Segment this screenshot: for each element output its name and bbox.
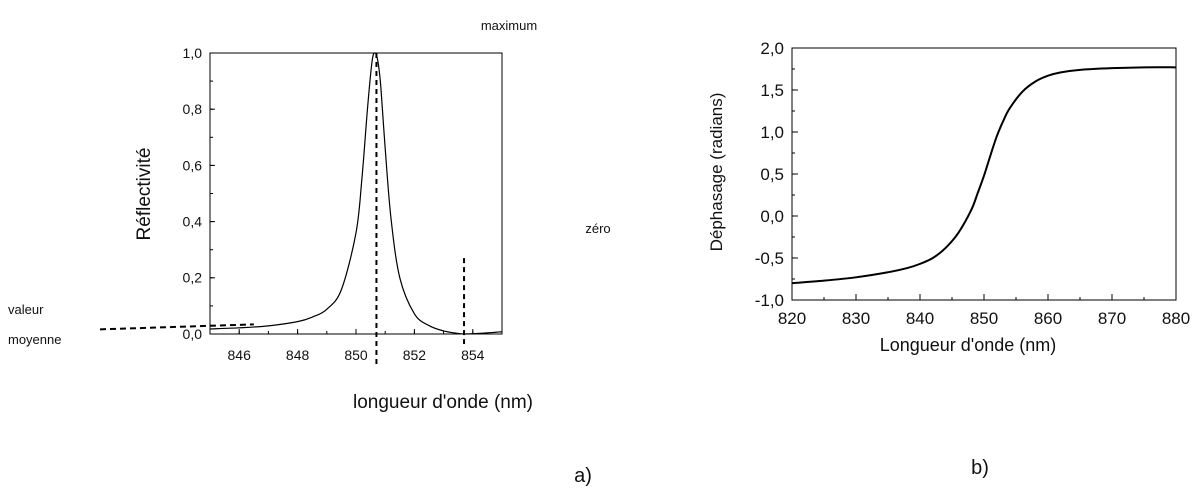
chart-b-y-tick-label: 2,0 — [760, 39, 784, 58]
chart-a-xlabel: longueur d'onde (nm) — [353, 392, 533, 413]
chart-a-reflectivity-line — [209, 52, 503, 335]
chart-a-x-tick-label: 854 — [461, 347, 485, 363]
chart-b-y-tick-label: 1,5 — [760, 81, 784, 100]
chart-a-ticks: 846 848 850 852 854 0,0 0,2 0,4 0,6 0,8 1,0 — [183, 45, 503, 363]
chart-a-annotation-marks — [99, 53, 466, 364]
chart-b-ylabel: Déphasage (radians) — [707, 93, 726, 252]
chart-b-x-tick-label: 870 — [1098, 309, 1126, 328]
chart-b-x-tick-label: 820 — [778, 309, 806, 328]
chart-b-x-tick-label: 860 — [1034, 309, 1062, 328]
chart-b-phase-line — [791, 66, 1177, 285]
chart-a-x-tick-label: 852 — [403, 347, 427, 363]
chart-b-panel-label: b) — [971, 457, 989, 479]
chart-b-y-tick-label: 0,5 — [760, 165, 784, 184]
chart-a-y-tick-label: 0,2 — [183, 270, 203, 286]
chart-b-y-tick-label: 0,0 — [760, 207, 784, 226]
chart-b-x-tick-label: 850 — [970, 309, 998, 328]
chart-a-annotation-maximum: maximum — [481, 18, 537, 33]
chart-a-y-tick-label: 0,6 — [183, 157, 203, 173]
chart-a-y-tick-label: 0,8 — [183, 101, 203, 117]
chart-b-x-tick-label: 830 — [842, 309, 870, 328]
chart-a-panel-label: a) — [574, 465, 592, 487]
chart-a-mean-marker — [99, 323, 254, 331]
chart-a-y-tick-label: 0,4 — [183, 214, 203, 230]
chart-a-x-tick-label: 846 — [228, 347, 252, 363]
chart-a-ylabel: Réflectivité — [134, 148, 155, 241]
chart-a-x-tick-label: 848 — [286, 347, 310, 363]
chart-b-y-tick-label: -1,0 — [755, 291, 784, 310]
chart-a-annotation-mean-line1: valeur — [8, 302, 44, 317]
chart-a-y-tick-label: 1,0 — [183, 45, 203, 61]
chart-b-x-tick-label: 840 — [906, 309, 934, 328]
chart-a: 846 848 850 852 854 0,0 0,2 0,4 0,6 0,8 1,0 Réflec… — [8, 18, 611, 487]
chart-a-annotation-mean-line2: moyenne — [8, 332, 61, 347]
chart-b-y-tick-label: 1,0 — [760, 123, 784, 142]
chart-a-plot-frame — [209, 52, 503, 335]
chart-a-y-tick-label: 0,0 — [183, 326, 203, 342]
chart-b-x-tick-label: 880 — [1162, 309, 1190, 328]
chart-a-x-tick-label: 850 — [344, 347, 368, 363]
chart-b-ticks: 820 830 840 850 860 870 880 -1,0 -0,5 0,0 0,5 1,0 1,… — [755, 39, 1190, 328]
chart-b: 820 830 840 850 860 870 880 -1,0 -0,5 0,0 0,5 1,0 1,… — [707, 39, 1190, 479]
chart-b-y-tick-label: -0,5 — [755, 249, 784, 268]
chart-a-annotation-zero: zéro — [585, 221, 610, 236]
chart-b-xlabel: Longueur d'onde (nm) — [880, 335, 1057, 355]
